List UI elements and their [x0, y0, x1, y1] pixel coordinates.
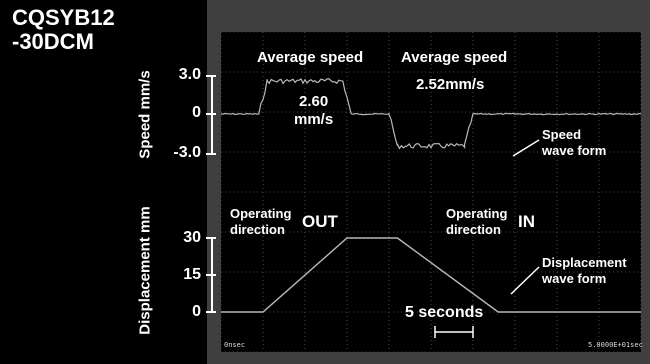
speed-pointer-line: [512, 139, 540, 157]
wave-pointers: [510, 139, 540, 295]
displacement-axis-label: Displacement mm: [136, 206, 154, 335]
out-direction-word: Operating direction: [230, 206, 292, 237]
scope-footer-left: 0nsec: [224, 341, 246, 349]
time-scale-label: 5 seconds: [405, 304, 484, 321]
scope-footer-right: 5.0000E+01sec: [588, 341, 643, 349]
speed-trace-group: [221, 78, 641, 150]
disp-tick-30: 30: [183, 229, 201, 246]
in-direction-value: IN: [518, 212, 535, 231]
model-title: CQSYB12 -30DCM: [12, 5, 115, 54]
displacement-trace: [221, 237, 641, 313]
scope-grid: [221, 32, 641, 352]
in-avg-speed-heading: Average speed: [401, 49, 508, 66]
out-direction-value: OUT: [302, 212, 338, 231]
disp-tick-0: 0: [192, 303, 201, 320]
in-direction-word: Operating direction: [446, 206, 508, 237]
time-scale-bar: [434, 326, 474, 338]
speed-tick-neg3: -3.0: [173, 144, 201, 161]
scope-plot: [221, 32, 641, 352]
left-panel: [0, 0, 207, 364]
in-avg-speed-value: 2.52mm/s: [416, 76, 485, 93]
oscilloscope-screen: [221, 32, 641, 352]
out-avg-speed-heading: Average speed: [257, 49, 364, 66]
displacement-wave-label: Displacement wave form: [542, 255, 627, 286]
speed-tick-3: 3.0: [178, 66, 201, 83]
disp-pointer-line: [510, 266, 540, 295]
disp-tick-15: 15: [183, 266, 201, 283]
out-avg-speed-value: 2.60 mm/s: [294, 93, 334, 128]
speed-axis-label: Speed mm/s: [136, 70, 154, 159]
speed-trace: [221, 78, 641, 150]
speed-tick-0: 0: [192, 104, 201, 121]
speed-wave-label: Speed wave form: [542, 127, 607, 158]
displacement-trace-group: [221, 237, 641, 313]
